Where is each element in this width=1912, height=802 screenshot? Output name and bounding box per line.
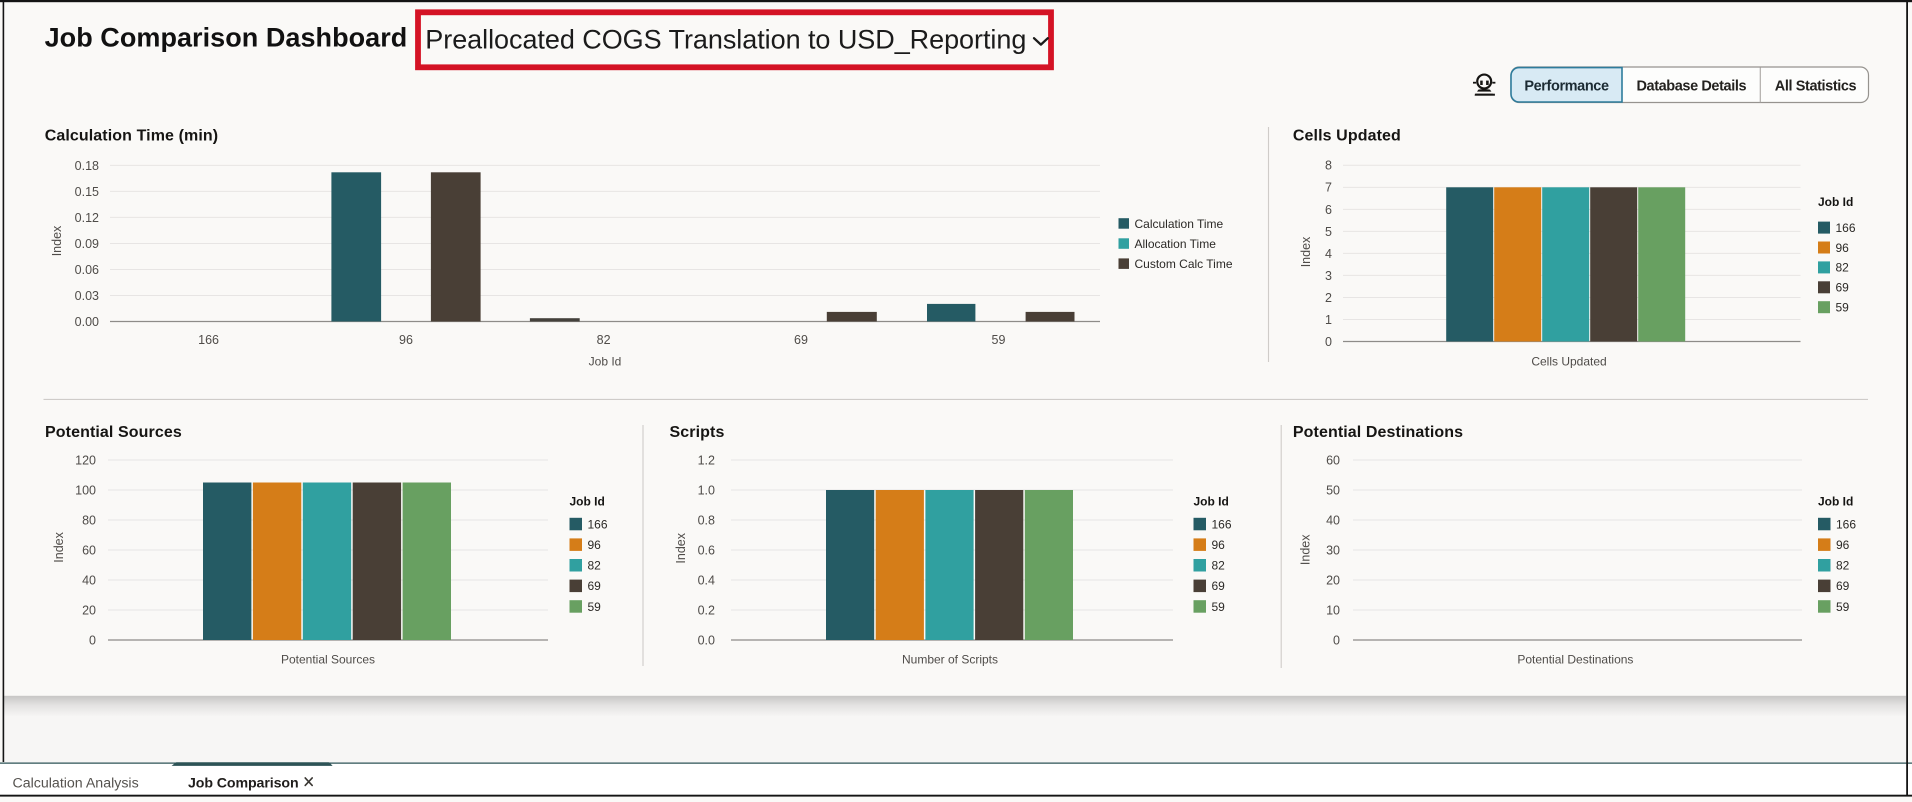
svg-text:120: 120: [75, 453, 96, 467]
svg-text:Custom Calc Time: Custom Calc Time: [1135, 257, 1233, 271]
svg-text:0: 0: [1333, 633, 1340, 647]
svg-text:59: 59: [1836, 600, 1850, 614]
svg-text:80: 80: [82, 513, 96, 527]
svg-text:0.03: 0.03: [75, 289, 99, 303]
svg-text:Index: Index: [1299, 534, 1313, 565]
svg-text:0.12: 0.12: [75, 211, 99, 225]
svg-text:Job Id: Job Id: [589, 355, 622, 369]
svg-text:0.8: 0.8: [698, 513, 715, 527]
svg-text:4: 4: [1325, 247, 1332, 261]
svg-text:69: 69: [1836, 281, 1850, 295]
svg-text:0.06: 0.06: [75, 263, 99, 277]
svg-text:166: 166: [198, 333, 219, 347]
svg-text:59: 59: [992, 333, 1006, 347]
svg-text:82: 82: [1836, 559, 1850, 573]
svg-text:Potential Destinations: Potential Destinations: [1517, 653, 1633, 667]
svg-text:1.2: 1.2: [698, 453, 715, 467]
svg-text:Cells Updated: Cells Updated: [1531, 355, 1606, 369]
svg-text:Job Id: Job Id: [1194, 495, 1229, 509]
svg-text:8: 8: [1325, 159, 1332, 173]
svg-text:82: 82: [1212, 559, 1226, 573]
svg-text:69: 69: [794, 333, 808, 347]
svg-text:Job Comparison Dashboard: Job Comparison Dashboard: [45, 22, 408, 52]
svg-text:0.00: 0.00: [75, 315, 99, 329]
svg-text:Index: Index: [52, 531, 66, 562]
svg-text:166: 166: [1836, 221, 1856, 235]
svg-text:69: 69: [1836, 579, 1850, 593]
svg-text:20: 20: [82, 603, 96, 617]
svg-text:5: 5: [1325, 225, 1332, 239]
svg-text:0: 0: [1325, 335, 1332, 349]
svg-text:Job Id: Job Id: [570, 495, 605, 509]
svg-text:Potential Sources: Potential Sources: [281, 653, 375, 667]
svg-text:All Statistics: All Statistics: [1775, 79, 1857, 95]
svg-text:0.4: 0.4: [698, 573, 715, 587]
svg-text:166: 166: [588, 517, 608, 531]
svg-text:40: 40: [1326, 513, 1340, 527]
svg-text:96: 96: [1836, 241, 1850, 255]
svg-text:7: 7: [1325, 181, 1332, 195]
svg-text:0.09: 0.09: [75, 237, 99, 251]
svg-text:Index: Index: [674, 532, 688, 563]
svg-text:Index: Index: [50, 225, 64, 256]
svg-text:96: 96: [1212, 538, 1226, 552]
svg-text:166: 166: [1212, 517, 1232, 531]
svg-text:59: 59: [1212, 600, 1226, 614]
svg-text:1.0: 1.0: [698, 483, 715, 497]
svg-text:Number of Scripts: Number of Scripts: [902, 653, 998, 667]
svg-text:166: 166: [1836, 517, 1856, 531]
svg-text:59: 59: [588, 600, 602, 614]
svg-text:6: 6: [1325, 203, 1332, 217]
svg-text:96: 96: [588, 538, 602, 552]
svg-text:Job Comparison: Job Comparison: [188, 776, 299, 792]
svg-text:Potential Sources: Potential Sources: [45, 424, 182, 441]
svg-text:10: 10: [1326, 603, 1340, 617]
svg-text:1: 1: [1325, 313, 1332, 327]
svg-text:Calculation Time (min): Calculation Time (min): [45, 128, 218, 145]
svg-text:0: 0: [89, 633, 96, 647]
svg-text:0.18: 0.18: [75, 159, 99, 173]
svg-text:Calculation Time: Calculation Time: [1135, 217, 1224, 231]
svg-text:Scripts: Scripts: [670, 424, 725, 441]
svg-text:Index: Index: [1299, 236, 1313, 267]
svg-text:Performance: Performance: [1524, 79, 1609, 95]
svg-text:0.6: 0.6: [698, 543, 715, 557]
svg-text:Preallocated COGS Translation: Preallocated COGS Translation to USD_Rep…: [425, 24, 1026, 54]
svg-text:Calculation Analysis: Calculation Analysis: [13, 775, 139, 791]
svg-text:59: 59: [1836, 301, 1850, 315]
svg-text:30: 30: [1326, 543, 1340, 557]
svg-text:50: 50: [1326, 483, 1340, 497]
svg-text:2: 2: [1325, 291, 1332, 305]
svg-text:Database Details: Database Details: [1636, 79, 1746, 95]
svg-text:96: 96: [399, 333, 413, 347]
svg-text:3: 3: [1325, 269, 1332, 283]
svg-text:82: 82: [588, 559, 602, 573]
svg-text:0.2: 0.2: [698, 603, 715, 617]
svg-text:82: 82: [1836, 261, 1850, 275]
svg-text:Potential Destinations: Potential Destinations: [1293, 424, 1463, 441]
svg-text:Job Id: Job Id: [1818, 195, 1853, 209]
svg-text:96: 96: [1836, 538, 1850, 552]
svg-text:69: 69: [588, 579, 602, 593]
svg-text:0.15: 0.15: [75, 185, 99, 199]
svg-text:40: 40: [82, 573, 96, 587]
svg-text:100: 100: [75, 483, 96, 497]
svg-text:0.0: 0.0: [698, 633, 715, 647]
svg-text:60: 60: [82, 543, 96, 557]
svg-text:82: 82: [597, 333, 611, 347]
svg-text:60: 60: [1326, 453, 1340, 467]
svg-text:Cells Updated: Cells Updated: [1293, 128, 1401, 145]
svg-text:69: 69: [1212, 579, 1226, 593]
svg-text:Job Id: Job Id: [1818, 495, 1853, 509]
svg-text:Allocation Time: Allocation Time: [1135, 237, 1217, 251]
svg-text:20: 20: [1326, 573, 1340, 587]
